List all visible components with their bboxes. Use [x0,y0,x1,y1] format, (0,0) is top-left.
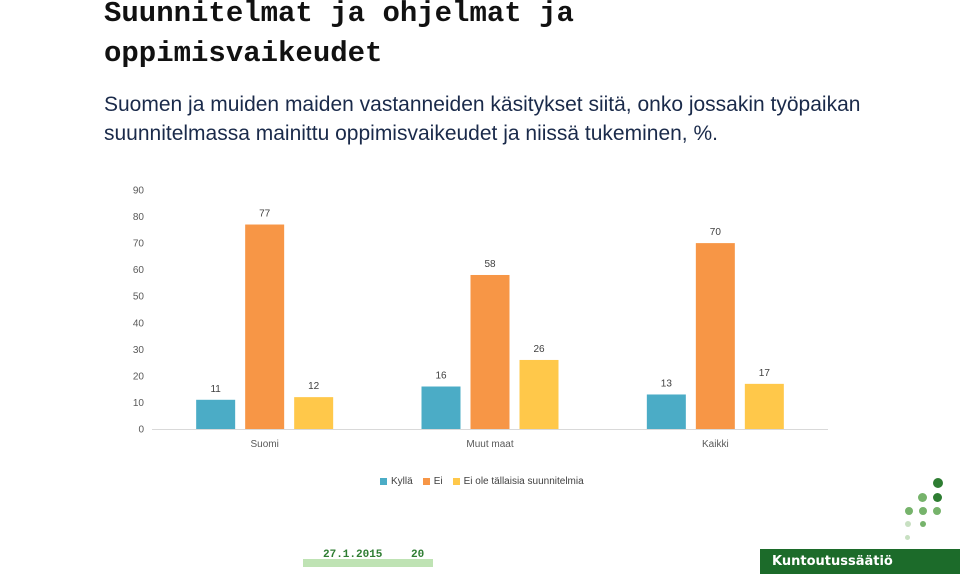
brand-logo: Kuntoutussäätiö [760,549,960,574]
legend-swatch-kylla [380,477,387,485]
decorative-dots-logo [900,478,950,542]
bar [294,397,334,429]
dot-2 [918,493,927,502]
x-tick-label: Suomi [250,439,278,450]
dot-8 [920,521,926,527]
dot-5 [919,507,927,515]
dot-1 [933,478,943,488]
dot-4 [905,507,913,515]
y-tick-label: 50 [133,292,145,303]
footer-date: 27.1.2015 [323,549,383,561]
bar [470,274,510,429]
y-tick-label: 30 [133,345,145,356]
legend-swatch-ei [422,477,430,485]
slide-subtitle: Suomen ja muiden maiden vastanneiden käs… [104,93,861,145]
y-tick-label: 0 [138,425,144,436]
data-label: 58 [484,259,496,270]
bar [519,359,559,429]
y-tick-label: 80 [133,212,145,223]
data-label: 26 [533,344,545,355]
legend-item-ei: Ei [422,475,443,487]
data-label: 16 [435,371,447,382]
bar [646,394,686,429]
bar [421,386,461,429]
y-tick-label: 60 [133,265,145,276]
y-tick-label: 20 [133,371,145,382]
data-label: 17 [759,368,771,379]
dot-9 [905,535,910,540]
legend-label-kylla: Kyllä [391,475,413,487]
slide-title: Suunnitelmat ja ohjelmat ja oppimisvaike… [104,0,574,70]
legend-label-ei: Ei [433,475,443,487]
footer-bar [303,559,433,567]
y-tick-label: 10 [133,398,145,409]
legend-swatch-ei-ole [452,477,460,485]
legend-item-kylla: Kyllä [380,476,413,487]
y-tick-label: 90 [133,186,145,197]
data-label: 77 [259,209,271,220]
legend-item-ei-ole: Ei ole tällaisia suunnitelmia [452,475,584,487]
legend-label-ei-ole: Ei ole tällaisia suunnitelmia [463,475,584,487]
data-label: 70 [710,227,722,238]
bar [196,399,236,429]
y-tick-label: 70 [133,239,145,250]
data-label: 11 [210,384,221,395]
page-number: 20 [411,549,425,561]
x-tick-label: Kaikki [702,439,729,450]
x-tick-label: Muut maat [466,439,513,450]
dot-3 [933,493,942,502]
dot-7 [905,521,911,527]
data-label: 12 [308,381,320,392]
dot-6 [933,507,941,515]
data-label: 13 [661,378,673,389]
bar [245,224,285,429]
bar [695,243,735,429]
bar [744,383,784,429]
y-tick-label: 40 [133,318,145,329]
chart-legend: Kyllä Ei Ei ole tällaisia suunnitelmia [380,474,594,488]
